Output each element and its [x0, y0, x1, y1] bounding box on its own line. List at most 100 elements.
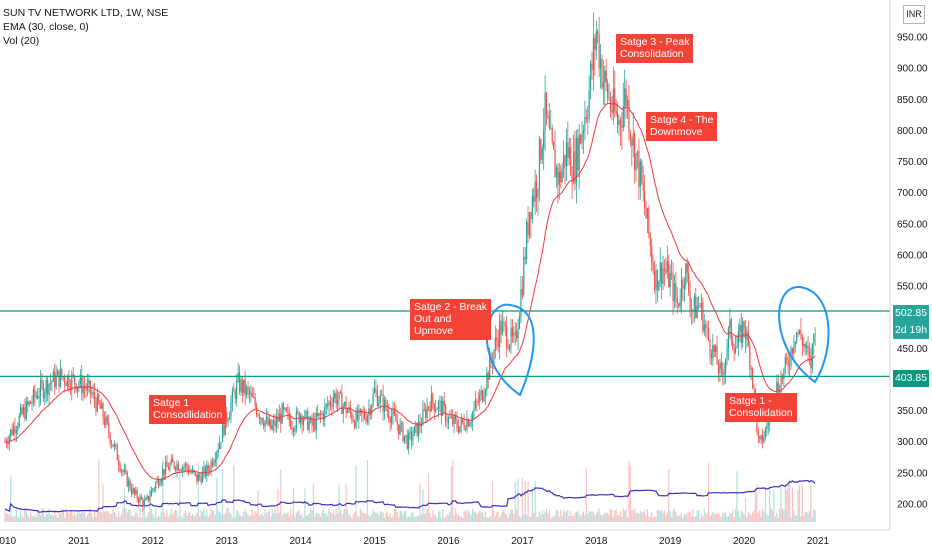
candle-body: [435, 409, 437, 412]
candle-body: [456, 419, 458, 428]
annotation-stage3[interactable]: Satge 3 - Peak Consolidation: [616, 34, 694, 63]
volume-bar: [294, 516, 296, 522]
candle-body: [227, 419, 229, 423]
candle-body: [486, 372, 488, 391]
candle-body: [18, 415, 20, 427]
volume-bar: [543, 513, 545, 522]
candle-body: [504, 323, 506, 327]
volume-bar: [331, 513, 333, 522]
volume-bar: [140, 517, 143, 522]
x-tick-label: 2021: [807, 536, 830, 547]
volume-bar: [206, 509, 208, 522]
candle-body: [635, 153, 637, 171]
volume-bar: [688, 512, 690, 522]
candle-body: [601, 58, 603, 88]
volume-bar: [365, 513, 367, 522]
annotation-stage2[interactable]: Satge 2 - Break Out and Upmove: [410, 299, 491, 340]
volume-bar: [733, 517, 735, 522]
volume-bar: [472, 508, 474, 522]
candle-body: [179, 470, 181, 471]
volume-bar: [540, 515, 542, 522]
volume-bar: [601, 515, 603, 522]
annotation-stage1-right[interactable]: Satge 1 - Consolidation: [725, 393, 797, 422]
volume-bar: [794, 515, 796, 522]
candle-body: [271, 425, 273, 430]
volume-bar: [550, 517, 552, 522]
volume-bar: [120, 514, 123, 522]
candle-body: [211, 461, 214, 466]
volume-bar: [702, 516, 704, 522]
candle-body: [277, 417, 279, 422]
candle-body: [281, 404, 283, 424]
volume-bar: [415, 516, 417, 522]
volume-bar: [21, 515, 23, 522]
volume-bar: [577, 509, 579, 522]
candle-body: [666, 261, 668, 273]
volume-bar: [635, 512, 637, 522]
volume-bar: [275, 513, 278, 522]
candle-body: [379, 395, 381, 403]
candle-body: [287, 411, 289, 413]
volume-bar: [322, 508, 324, 522]
annotation-stage1-left[interactable]: Satge 1 Consodlidation: [149, 395, 227, 424]
candle-body: [297, 411, 299, 413]
x-tick-label: 2020: [733, 536, 756, 547]
volume-bar: [508, 514, 511, 522]
volume-bar: [371, 513, 373, 522]
volume-bar: [521, 478, 523, 522]
candle-body: [736, 346, 738, 349]
volume-bar: [17, 517, 19, 522]
volume-bar: [698, 510, 700, 522]
annotation-stage4[interactable]: Satge 4 - The Downmove: [646, 112, 718, 141]
volume-bar: [497, 511, 499, 522]
currency-badge[interactable]: INR: [903, 5, 925, 24]
candle-body: [572, 151, 575, 183]
candle-body: [712, 344, 714, 359]
volume-bar: [769, 486, 771, 522]
candle-body: [526, 222, 528, 260]
candle-body: [548, 117, 550, 129]
candle-body: [145, 499, 147, 501]
candle-body: [476, 400, 478, 402]
candle-body: [427, 406, 430, 408]
candle-body: [499, 320, 501, 347]
candle-body: [244, 379, 246, 395]
volume-bar: [535, 517, 538, 522]
candle-body: [418, 421, 420, 436]
candle-body: [358, 409, 360, 420]
candle-body: [634, 133, 636, 171]
candle-body: [359, 409, 361, 410]
candle-body: [373, 388, 376, 393]
volume-bar: [281, 515, 283, 522]
candle-body: [501, 321, 504, 335]
candle-body: [733, 346, 735, 354]
candle-body: [463, 421, 465, 429]
legend-ema: EMA (30, close, 0): [3, 21, 89, 33]
x-tick-label: 2018: [585, 536, 608, 547]
volume-bar: [54, 509, 56, 522]
price-tag-timer: 2d 19h: [893, 322, 929, 339]
volume-bar: [473, 511, 475, 522]
volume-bar: [747, 512, 749, 522]
candle-body: [673, 283, 676, 301]
candle-body: [119, 465, 121, 472]
volume-bar: [783, 510, 785, 522]
volume-bar: [437, 511, 440, 522]
volume-bar: [267, 511, 269, 522]
volume-bar: [152, 514, 154, 522]
volume-bar: [713, 513, 715, 522]
volume-bar: [695, 516, 697, 522]
volume-bar: [197, 462, 199, 522]
volume-bar: [690, 516, 693, 522]
volume-bar: [187, 512, 189, 522]
candle-body: [814, 333, 816, 335]
candle-body: [339, 391, 342, 393]
volume-bar: [287, 511, 289, 522]
volume-bar: [560, 509, 562, 522]
candle-body: [12, 426, 15, 435]
volume-bar: [456, 514, 458, 522]
candle-body: [85, 388, 87, 391]
x-tick-label: 2010: [0, 536, 17, 547]
candle-body: [626, 99, 629, 106]
